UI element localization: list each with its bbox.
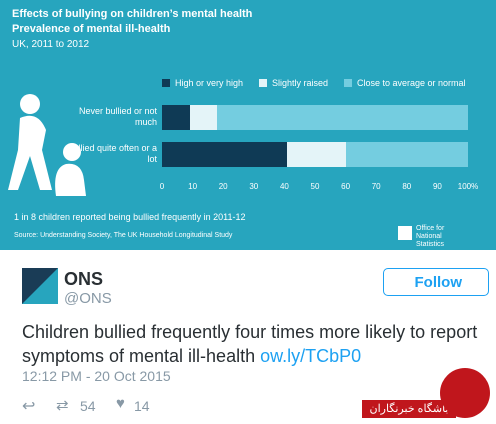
like-icon[interactable]: ♥ <box>116 395 125 412</box>
like-count: 14 <box>134 398 150 414</box>
watermark-logo <box>440 368 490 418</box>
x-tick-label: 0 <box>159 182 165 191</box>
follow-button[interactable]: Follow <box>383 268 489 296</box>
category-label: Bullied quite often or a lot <box>67 143 157 164</box>
watermark: باشگاه خبرنگاران <box>362 400 456 418</box>
legend-swatch <box>344 79 352 87</box>
period: UK, 2011 to 2012 <box>12 39 90 50</box>
logo-text: Office for National Statistics <box>416 225 445 248</box>
x-tick-label: 70 <box>371 182 381 191</box>
chart-title: Effects of bullying on children’s mental… <box>12 8 253 20</box>
x-tick-label: 90 <box>432 182 442 191</box>
source: Source: Understanding Society, The UK Ho… <box>14 232 233 239</box>
x-tick-label: 40 <box>279 182 289 191</box>
bar-segment <box>162 142 288 167</box>
note: 1 in 8 children reported being bullied f… <box>14 212 246 222</box>
bar-segment <box>287 142 346 167</box>
reply-icon[interactable]: ↩ <box>22 398 36 415</box>
tweet-link[interactable]: ow.ly/TCbP0 <box>260 346 362 366</box>
children-icon <box>8 94 86 196</box>
legend-label: High or very high <box>175 78 244 88</box>
x-tick-label: 100% <box>457 182 479 191</box>
legend-label: Slightly raised <box>272 78 329 88</box>
x-tick-label: 20 <box>218 182 228 191</box>
bar-segment <box>162 105 190 130</box>
chart-panel: Effects of bullying on children’s mental… <box>0 0 496 250</box>
legend-swatch <box>259 79 267 87</box>
category-label: Never bullied or not much <box>78 106 157 127</box>
logo-icon <box>398 226 412 240</box>
retweet-count: 54 <box>80 398 96 414</box>
x-tick-label: 80 <box>402 182 412 191</box>
bar-segment <box>345 142 468 167</box>
retweet-icon[interactable]: ⇄ <box>56 397 69 414</box>
user-name[interactable]: ONS <box>64 269 104 289</box>
avatar <box>22 268 58 304</box>
x-tick-label: 50 <box>310 182 320 191</box>
x-tick-label: 60 <box>341 182 351 191</box>
legend-label: Close to average or normal <box>357 78 466 88</box>
x-tick-label: 10 <box>188 182 198 191</box>
bar-segment <box>217 105 468 130</box>
tweet: ONS @ONS Follow Children bullied frequen… <box>0 250 496 424</box>
x-tick-label: 30 <box>249 182 259 191</box>
legend-swatch <box>162 79 170 87</box>
timestamp[interactable]: 12:12 PM - 20 Oct 2015 <box>22 368 171 384</box>
tweet-text: Children bullied frequently four times m… <box>22 322 478 366</box>
user-handle[interactable]: @ONS <box>64 290 112 307</box>
chart-subtitle: Prevalence of mental ill-health <box>12 23 171 35</box>
bar-segment <box>189 105 218 130</box>
